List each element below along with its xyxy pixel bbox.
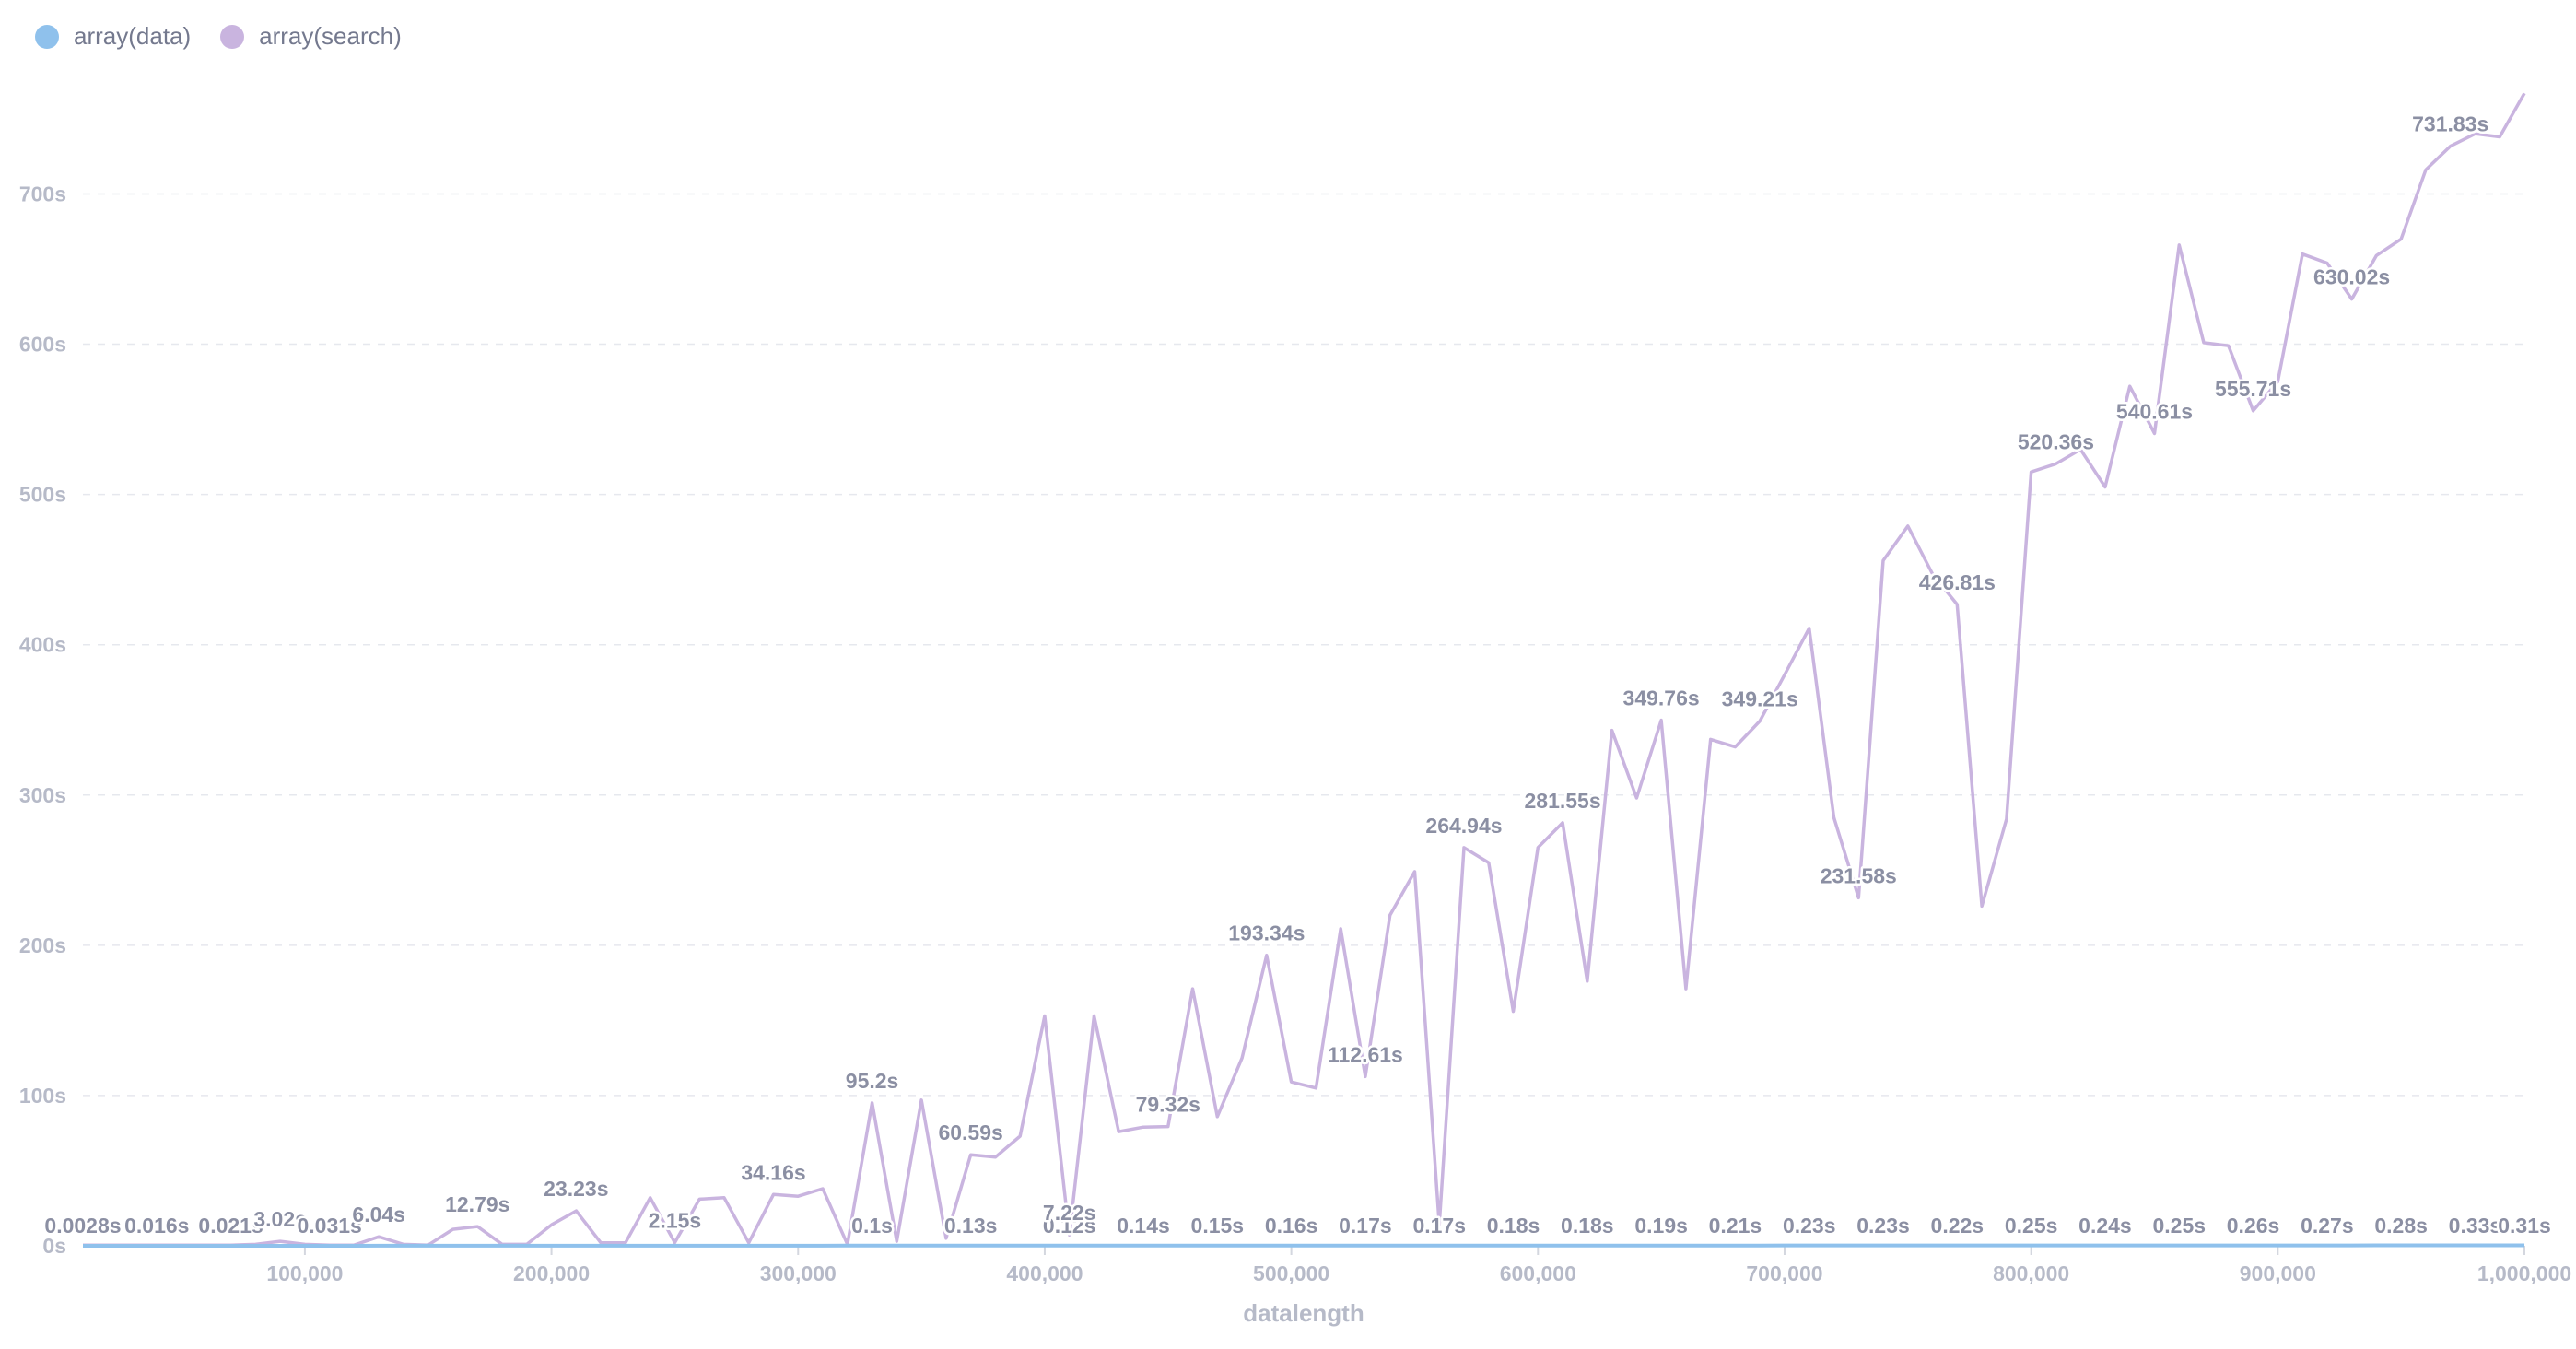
- x-tick-label: 200,000: [513, 1261, 590, 1285]
- x-tick-label: 900,000: [2240, 1261, 2316, 1285]
- data-label: 3.02s: [253, 1207, 307, 1231]
- data-label: 2.15s: [649, 1208, 702, 1232]
- data-label: 6.04s: [352, 1202, 405, 1226]
- data-label: 0.15s: [1191, 1214, 1245, 1238]
- data-label: 0.21s: [1709, 1214, 1762, 1238]
- chart-legend: array(data) array(search): [35, 22, 402, 51]
- y-axis-ticks: 0s 100s 200s 300s 400s 500s 600s 700s: [19, 182, 66, 1258]
- data-label: 555.71s: [2215, 377, 2291, 401]
- data-label: 0.33s: [2449, 1214, 2502, 1238]
- data-label: 112.61s: [1328, 1042, 1403, 1066]
- data-label: 520.36s: [2018, 429, 2094, 453]
- data-label: 0.28s: [2374, 1214, 2428, 1238]
- y-tick-label: 500s: [19, 483, 66, 507]
- data-label: 281.55s: [1524, 789, 1600, 813]
- data-label: 95.2s: [846, 1069, 899, 1093]
- data-label: 0.0028s: [44, 1214, 121, 1238]
- y-tick-label: 600s: [19, 333, 66, 357]
- y-tick-label: 300s: [19, 783, 66, 807]
- data-label: 731.83s: [2412, 112, 2488, 136]
- y-tick-label: 0s: [42, 1234, 66, 1258]
- data-label: 0.17s: [1339, 1214, 1392, 1238]
- data-label: 0.27s: [2301, 1214, 2354, 1238]
- data-label: 0.016s: [124, 1214, 189, 1238]
- x-axis: 100,000 200,000 300,000 400,000 500,000 600,0…: [83, 1245, 2571, 1285]
- data-label: 0.24s: [2078, 1214, 2132, 1238]
- data-label: 540.61s: [2116, 399, 2193, 423]
- data-label: 0.25s: [2152, 1214, 2206, 1238]
- data-label: 0.23s: [1856, 1214, 1910, 1238]
- y-tick-label: 700s: [19, 182, 66, 205]
- x-tick-label: 100,000: [266, 1261, 343, 1285]
- data-label: 426.81s: [1919, 570, 1996, 594]
- data-label: 231.58s: [1821, 863, 1897, 887]
- data-label: 0.13s: [944, 1214, 998, 1238]
- data-label: 0.1s: [851, 1214, 893, 1238]
- grid-lines: [83, 193, 2524, 1097]
- data-label: 0.18s: [1561, 1214, 1614, 1238]
- data-label: 79.32s: [1136, 1093, 1200, 1117]
- data-label: 0.25s: [2005, 1214, 2058, 1238]
- x-tick-label: 800,000: [1993, 1261, 2069, 1285]
- x-tick-label: 600,000: [1500, 1261, 1576, 1285]
- data-label: 34.16s: [741, 1160, 805, 1184]
- x-tick-label: 400,000: [1006, 1261, 1083, 1285]
- data-label: 0.12s: [1043, 1214, 1096, 1238]
- data-label: 0.031s: [297, 1214, 361, 1238]
- legend-item-array-data[interactable]: array(data): [35, 22, 191, 51]
- legend-swatch-array-search: [220, 24, 245, 49]
- y-tick-label: 100s: [19, 1084, 66, 1108]
- legend-swatch-array-data: [35, 24, 59, 49]
- legend-label-array-search: array(search): [259, 22, 402, 50]
- data-label: 0.26s: [2227, 1214, 2280, 1238]
- data-label: 0.31s: [2498, 1214, 2551, 1238]
- series-line-array-search: [83, 92, 2526, 1247]
- data-label: 349.76s: [1623, 686, 1700, 710]
- data-label: 264.94s: [1425, 814, 1502, 838]
- data-label: 12.79s: [445, 1192, 509, 1216]
- data-label: 0.19s: [1634, 1214, 1688, 1238]
- series-lines: [83, 92, 2526, 1248]
- y-tick-label: 400s: [19, 633, 66, 657]
- data-label: 0.021s: [198, 1214, 263, 1238]
- data-label: 630.02s: [2313, 265, 2390, 289]
- data-label: 7.22s: [1043, 1201, 1096, 1225]
- y-tick-label: 200s: [19, 933, 66, 957]
- data-label: 193.34s: [1228, 921, 1305, 945]
- data-label: 0.22s: [1931, 1214, 1985, 1238]
- data-label: 23.23s: [544, 1177, 608, 1201]
- legend-label-array-data: array(data): [74, 22, 192, 50]
- x-axis-title: datalength: [1243, 1299, 1364, 1327]
- series-line-array-data: [83, 1243, 2524, 1248]
- data-label: 0.18s: [1487, 1214, 1540, 1238]
- x-tick-label: 700,000: [1746, 1261, 1822, 1285]
- data-label: 0.16s: [1265, 1214, 1318, 1238]
- legend-item-array-search[interactable]: array(search): [220, 22, 402, 51]
- data-label: 60.59s: [938, 1120, 1002, 1144]
- x-tick-label: 500,000: [1253, 1261, 1329, 1285]
- data-label: 349.21s: [1722, 687, 1798, 711]
- data-label: 0.14s: [1117, 1214, 1170, 1238]
- x-tick-label: 1,000,000: [2477, 1261, 2571, 1285]
- data-label: 0.23s: [1783, 1214, 1836, 1238]
- x-tick-label: 300,000: [760, 1261, 837, 1285]
- data-label: 0.17s: [1412, 1214, 1466, 1238]
